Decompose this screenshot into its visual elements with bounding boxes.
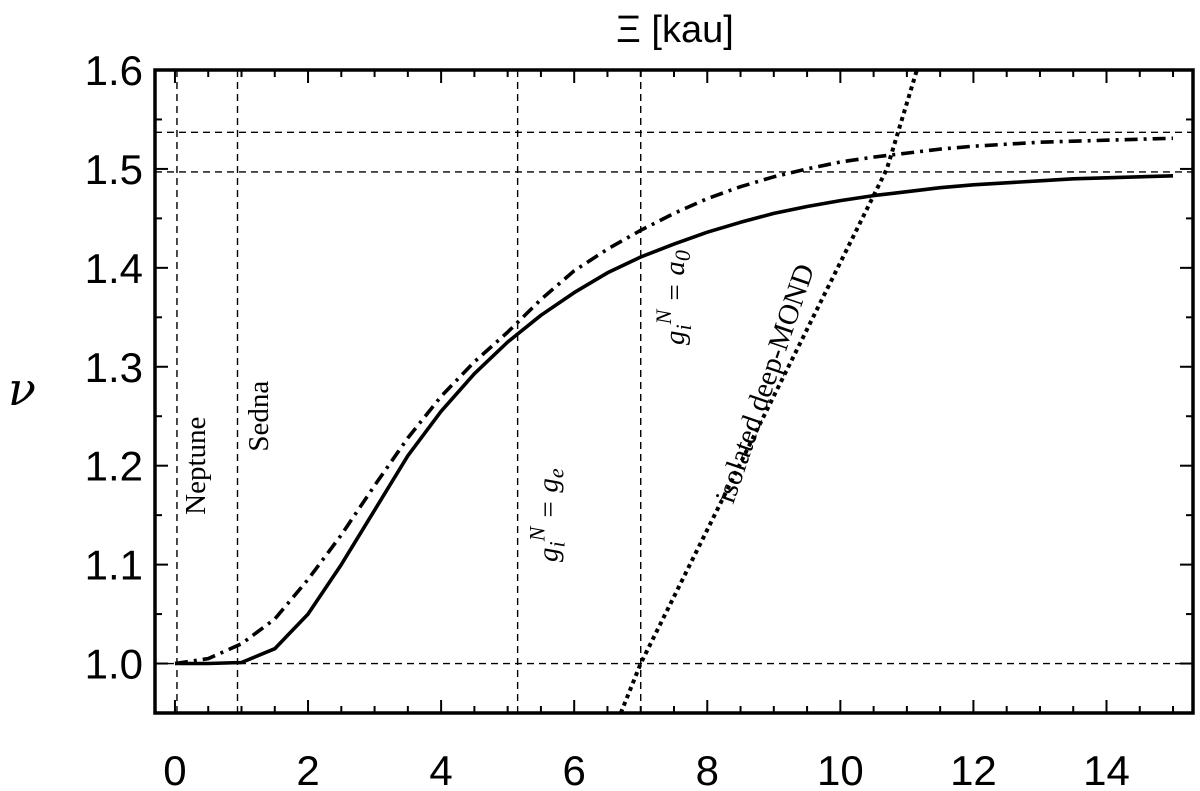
x-tick-label: 6 xyxy=(563,747,586,791)
series-line-dotted xyxy=(618,70,919,713)
annotation-part: = xyxy=(533,493,565,527)
annotation-part: a xyxy=(659,261,691,276)
y-tick-label: 1.1 xyxy=(85,542,143,589)
x-tick-label: 4 xyxy=(429,747,452,791)
y-tick-label: 1.2 xyxy=(85,443,143,490)
y-tick-label: 1.0 xyxy=(85,641,143,688)
plot-area: 0 2 4 6 8 10 12 14 1.0 1.1 1.2 1.3 1.4 1.5 1.6 Neptune S… xyxy=(85,47,1195,791)
annotation-part: g xyxy=(659,330,691,345)
y-axis-label: ν xyxy=(8,362,36,416)
y-tick-label: 1.6 xyxy=(85,47,143,94)
chart-title: Ξ [kau] xyxy=(616,9,734,51)
x-tick-label: 8 xyxy=(696,747,719,791)
x-tick-label: 10 xyxy=(817,747,864,791)
annotation-part: g xyxy=(533,478,565,493)
annotation-part: i xyxy=(671,324,696,330)
series-line-solid xyxy=(175,174,1174,666)
annotation-part: = xyxy=(659,276,691,310)
annotation-neptune: Neptune xyxy=(180,417,212,515)
annotation-part: e xyxy=(544,468,569,478)
plot-frame xyxy=(153,68,1195,715)
annotation-part: 0 xyxy=(670,250,695,261)
x-tick-label: 12 xyxy=(950,747,997,791)
annotation-part: N xyxy=(525,525,550,542)
x-tick-label: 2 xyxy=(296,747,319,791)
annotation-part: N xyxy=(651,308,676,325)
y-tick-label: 1.3 xyxy=(85,344,143,391)
series-line-dot-dash xyxy=(174,136,1174,666)
y-tick-label: 1.5 xyxy=(85,146,143,193)
y-tick-label: 1.4 xyxy=(85,245,143,292)
series-group xyxy=(174,70,1174,713)
annotation-gi-equals-a0: giN = a0 xyxy=(651,250,696,345)
annotation-gi-equals-ge: giN = ge xyxy=(525,468,570,562)
annotation-part: g xyxy=(533,547,565,562)
annotation-sedna: Sedna xyxy=(243,381,275,452)
x-tick-label: 0 xyxy=(163,747,186,791)
annotation-part: i xyxy=(545,541,570,547)
annotation-isolated-deep-mond: isolated deep-MOND xyxy=(709,260,821,507)
x-tick-label: 14 xyxy=(1083,747,1130,791)
